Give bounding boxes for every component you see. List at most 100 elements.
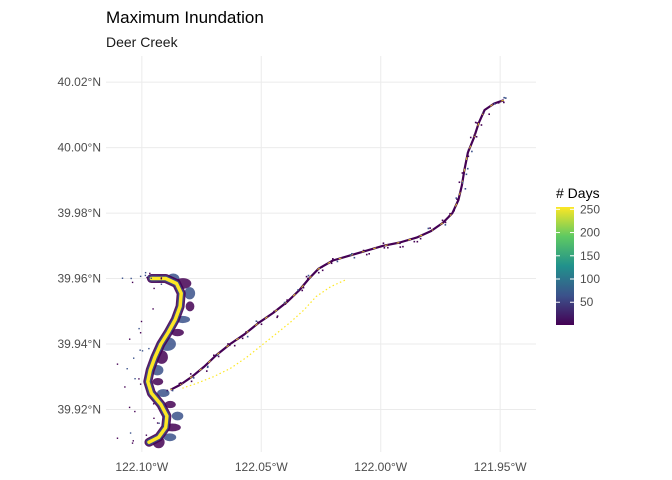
inundation-pixel — [469, 136, 472, 139]
inundation-pixel — [138, 327, 140, 330]
inundation-pixel — [132, 440, 134, 442]
inundation-pixel — [139, 275, 142, 278]
inundation-pixel — [241, 337, 244, 340]
inundation-pixel — [160, 283, 163, 285]
inundation-pixel — [205, 370, 208, 372]
legend-tick-label: 50 — [580, 295, 594, 309]
inundation-pixel — [150, 277, 152, 280]
inundation-pixel — [467, 155, 470, 158]
floodplain-patch — [171, 328, 184, 337]
x-tick-label: 122.00°W — [354, 460, 408, 474]
inundation-pixel — [493, 102, 496, 105]
y-tick-label: 39.92°N — [58, 402, 102, 416]
legend-tick-label: 200 — [580, 226, 600, 240]
inundation-pixel — [321, 269, 324, 272]
inundation-pixel — [171, 389, 174, 392]
inundation-pixel — [153, 417, 155, 420]
inundation-pixel — [227, 343, 229, 345]
inundation-pixel — [332, 258, 334, 260]
inundation-pixel — [416, 240, 419, 243]
creek-main-highlight — [170, 99, 504, 391]
inundation-pixel — [140, 320, 143, 323]
inundation-pixel — [158, 422, 160, 424]
inundation-pixel — [482, 112, 485, 114]
inundation-pixel — [273, 310, 275, 313]
inundation-pixel — [461, 172, 464, 174]
inundation-pixel — [471, 150, 473, 153]
inundation-pixel — [128, 338, 131, 340]
inundation-pixel — [413, 240, 416, 243]
inundation-pixel — [276, 315, 279, 317]
inundation-pixel — [464, 188, 467, 190]
inundation-pixel — [430, 230, 433, 232]
x-axis-ticks: 122.10°W 122.05°W 122.00°W 121.95°W — [115, 460, 527, 474]
inundation-pixel — [444, 221, 447, 224]
inundation-pixel — [473, 134, 476, 137]
inundation-pixel — [179, 382, 182, 384]
inundation-pixel — [283, 301, 286, 304]
y-tick-label: 39.96°N — [58, 272, 102, 286]
floodplain-patch — [185, 301, 195, 312]
y-tick-label: 40.02°N — [58, 75, 102, 89]
inundation-pixel — [349, 254, 352, 256]
inundation-pixel — [399, 246, 402, 248]
inundation-pixel — [444, 224, 447, 226]
inundation-pixel — [317, 271, 320, 274]
inundation-pixel — [368, 252, 370, 255]
inundation-pixel — [467, 149, 470, 152]
inundation-pixel — [449, 212, 451, 215]
loop-main-channel — [146, 276, 183, 444]
y-tick-label: 40.00°N — [58, 141, 102, 155]
inundation-pixel — [475, 135, 478, 138]
inundation-pixel — [134, 410, 136, 413]
inundation-pixel — [474, 121, 477, 124]
inundation-pixel — [144, 271, 147, 274]
inundation-pixel — [146, 276, 148, 279]
floodplain-patch — [164, 400, 176, 409]
inundation-pixel — [144, 274, 147, 277]
inundation-pixel — [126, 368, 128, 370]
inundation-pixel — [134, 378, 136, 380]
inundation-pixel — [260, 323, 263, 326]
inundation-pixel — [180, 382, 183, 385]
inundation-pixel — [153, 287, 155, 290]
inundation-pixel — [382, 242, 385, 245]
inundation-pixel — [139, 349, 141, 351]
inundation-pixel — [497, 102, 500, 104]
inundation-pixel — [419, 237, 422, 240]
inundation-pixel — [139, 332, 142, 334]
legend-title: # Days — [556, 185, 600, 201]
inundation-pixel — [148, 347, 150, 350]
chart-title: Maximum Inundation — [106, 8, 264, 27]
inundation-pixel — [455, 197, 458, 199]
floodplain-patch — [157, 389, 170, 398]
creek-south-branch — [182, 279, 346, 389]
inundation-pixel — [160, 278, 162, 280]
inundation-pixel — [228, 344, 231, 347]
x-tick-label: 122.10°W — [115, 460, 169, 474]
inundation-pixel — [217, 355, 220, 358]
inundation-pixel — [461, 181, 464, 184]
x-tick-label: 121.95°W — [474, 460, 528, 474]
inundation-pixel — [488, 113, 490, 116]
inundation-pixel — [138, 378, 140, 380]
inundation-pixel — [399, 242, 401, 245]
inundation-pixel — [465, 173, 468, 176]
inundation-pixel — [246, 335, 249, 338]
inundation-pixel — [130, 277, 132, 280]
y-axis-ticks: 39.92°N 39.94°N 39.96°N 39.98°N 40.00°N 40.02… — [58, 75, 102, 416]
x-tick-label: 122.05°W — [235, 460, 289, 474]
grid-lines — [106, 56, 536, 452]
inundation-pixel — [156, 422, 159, 424]
inundation-layer — [116, 96, 507, 449]
inundation-pixel — [480, 124, 483, 126]
inundation-pixel — [387, 246, 389, 249]
inundation-pixel — [145, 434, 148, 436]
inundation-pixel — [132, 357, 135, 359]
inundation-pixel — [149, 272, 151, 275]
inundation-pixel — [233, 344, 236, 347]
inundation-pixel — [276, 316, 278, 319]
inundation-pixel — [128, 406, 131, 409]
inundation-pixel — [121, 277, 124, 279]
